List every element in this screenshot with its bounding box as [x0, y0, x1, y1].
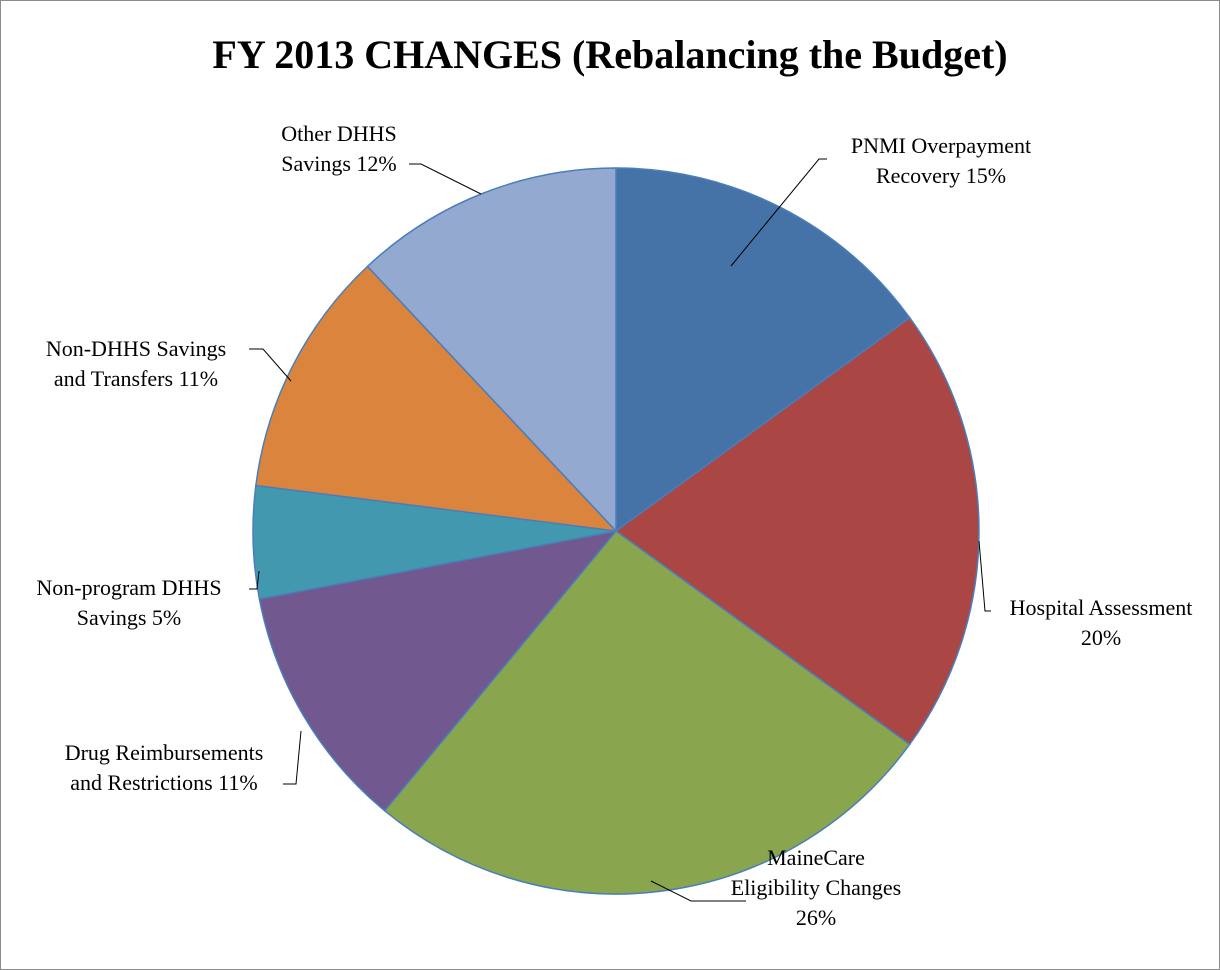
pie-slice: [366, 167, 617, 533]
pie-slice: [255, 265, 618, 533]
leader-line: [249, 570, 260, 590]
slice-label: Non-DHHS Savings and Transfers 11%: [36, 334, 236, 394]
leader-line: [283, 730, 302, 785]
leader-line: [978, 540, 991, 612]
pie-slice: [614, 316, 980, 746]
category-label: PNMI Overpayment Recovery: [850, 133, 1032, 188]
value-label: 5%: [151, 605, 182, 630]
slices: [252, 167, 980, 895]
leader-lines: [249, 158, 991, 902]
leader-line: [730, 158, 827, 267]
slice-label: Hospital Assessment 20%: [994, 593, 1209, 653]
value-label: 15%: [965, 163, 1007, 188]
category-label: Drug Reimbursements and Restrictions: [64, 740, 264, 795]
leader-line: [249, 348, 292, 382]
value-label: 20%: [1080, 625, 1122, 650]
slice-label: Other DHHS Savings 12%: [264, 119, 414, 179]
slice-label: Non-program DHHS Savings 5%: [4, 573, 254, 633]
category-label: Other DHHS Savings: [281, 121, 397, 176]
category-label: MaineCare Eligibility Changes: [730, 845, 902, 900]
value-label: 26%: [795, 905, 837, 930]
leader-line: [409, 163, 482, 195]
pie-slice: [383, 529, 911, 895]
category-label: Hospital Assessment: [1009, 595, 1193, 620]
slice-label: MaineCare Eligibility Changes 26%: [724, 843, 909, 933]
pie-slice: [615, 167, 911, 533]
slice-label: PNMI Overpayment Recovery 15%: [834, 131, 1049, 191]
slice-label: Drug Reimbursements and Restrictions 11%: [64, 738, 264, 798]
value-label: 11%: [178, 366, 219, 391]
chart-title: FY 2013 CHANGES (Rebalancing the Budget): [212, 32, 1008, 77]
value-label: 11%: [218, 770, 258, 795]
leader-line: [650, 880, 746, 902]
category-label: Non-DHHS Savings and Transfers: [45, 336, 227, 391]
value-label: 12%: [356, 151, 397, 176]
category-label: Non-program DHHS Savings: [36, 575, 222, 630]
pie-slice: [258, 529, 618, 812]
